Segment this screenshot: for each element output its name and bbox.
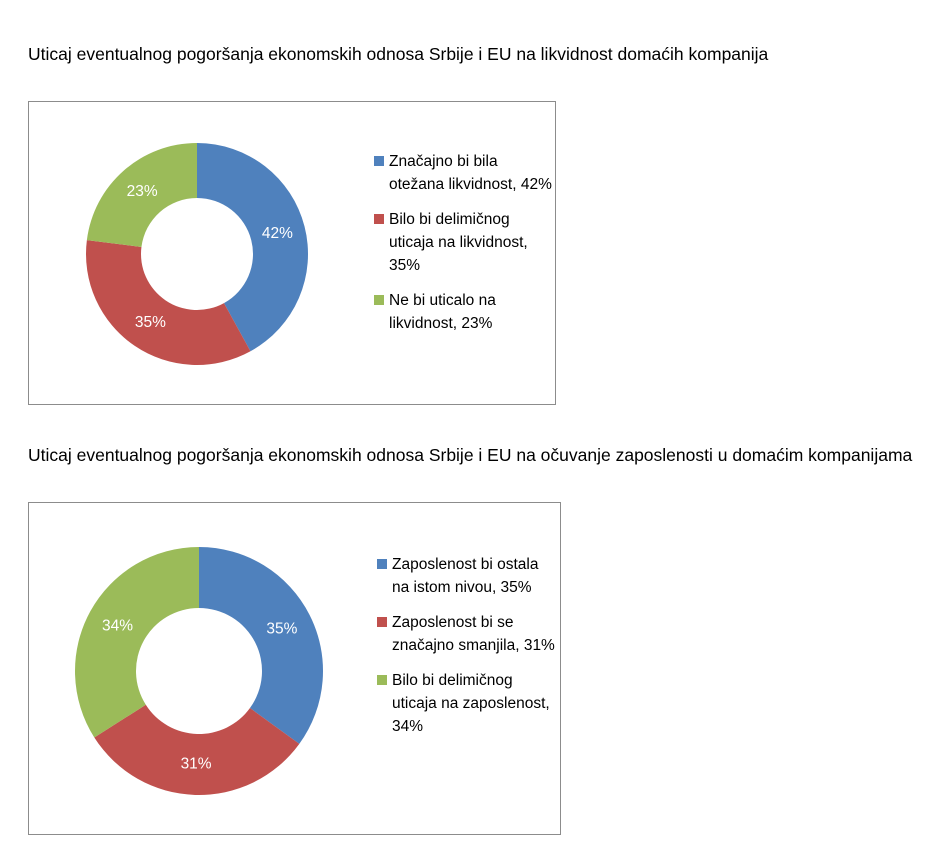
legend-label: Ne bi uticalo na likvidnost, 23% — [389, 292, 496, 332]
donut-svg-liquidity: 42% 35% 23% — [85, 143, 308, 365]
legend-item: Zaposlenost bi ostala na istom nivou, 35… — [377, 553, 557, 599]
legend-employment: Zaposlenost bi ostala na istom nivou, 35… — [377, 553, 557, 750]
legend-swatch — [377, 675, 387, 685]
donut-svg-employment: 35% 31% 34% — [75, 547, 323, 795]
slice-data-label: 34% — [102, 618, 133, 635]
legend-label: Bilo bi delimičnog uticaja na likvidnost… — [389, 211, 528, 274]
chart-title-liquidity: Uticaj eventualnog pogoršanja ekonomskih… — [28, 44, 769, 64]
donut-slice — [75, 547, 199, 738]
legend-label: Značajno bi bila otežana likvidnost, 42% — [389, 153, 552, 193]
donut-slice — [197, 143, 308, 352]
legend-label: Zaposlenost bi ostala na istom nivou, 35… — [392, 556, 539, 596]
legend-item: Zaposlenost bi se značajno smanjila, 31% — [377, 611, 557, 657]
donut-chart-liquidity: 42% 35% 23% Značajno bi bila otežana likvi… — [28, 101, 556, 405]
legend-swatch — [374, 156, 384, 166]
donut-slice — [94, 704, 300, 795]
legend-swatch — [377, 559, 387, 569]
legend-item: Bilo bi delimičnog uticaja na zaposlenos… — [377, 669, 557, 738]
legend-label: Zaposlenost bi se značajno smanjila, 31% — [392, 614, 555, 654]
legend-item: Ne bi uticalo na likvidnost, 23% — [374, 289, 554, 335]
legend-swatch — [374, 214, 384, 224]
legend-item: Bilo bi delimičnog uticaja na likvidnost… — [374, 208, 554, 277]
legend-swatch — [374, 295, 384, 305]
slice-data-label: 42% — [262, 225, 293, 242]
legend-item: Značajno bi bila otežana likvidnost, 42% — [374, 150, 554, 196]
legend-swatch — [377, 617, 387, 627]
donut-slice — [86, 143, 197, 247]
chart-title-employment: Uticaj eventualnog pogoršanja ekonomskih… — [28, 445, 913, 465]
slice-data-label: 35% — [266, 620, 297, 637]
donut-chart-employment: 35% 31% 34% Zaposlenost bi ostala na istom… — [28, 502, 561, 835]
donut-slice — [199, 547, 323, 744]
slice-data-label: 23% — [127, 183, 158, 200]
slice-data-label: 31% — [181, 755, 212, 772]
slice-data-label: 35% — [135, 314, 166, 331]
legend-liquidity: Značajno bi bila otežana likvidnost, 42%… — [374, 150, 554, 347]
legend-label: Bilo bi delimičnog uticaja na zaposlenos… — [392, 672, 550, 735]
donut-slice — [85, 240, 251, 365]
